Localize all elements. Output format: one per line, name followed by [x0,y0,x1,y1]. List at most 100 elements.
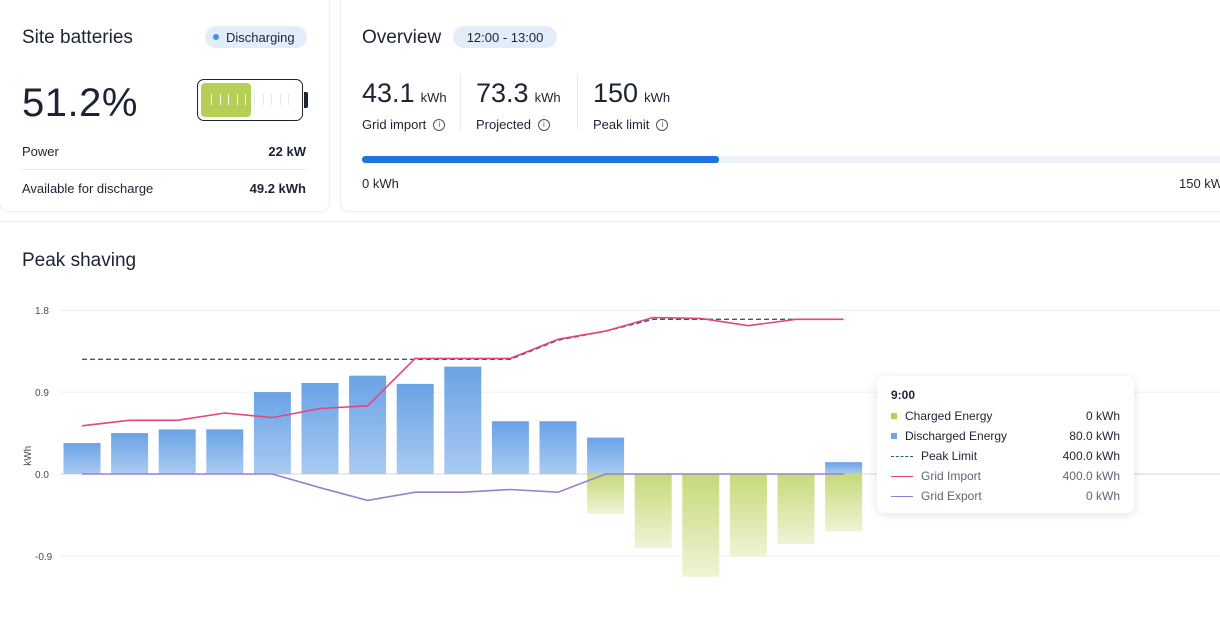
power-label: Power [22,144,59,159]
tooltip-label: Grid Export [921,489,982,503]
peak-limit-value: 150 [593,78,639,108]
discharged-energy-bar [111,433,149,474]
chart-tooltip: 9:00 Charged Energy 0 kWh Discharged Ene… [877,376,1134,513]
discharged-energy-bar [349,375,387,474]
battery-charge-fill [201,83,251,117]
tooltip-value: 80.0 kWh [1069,429,1120,443]
status-label: Discharging [226,29,295,45]
battery-icon [197,79,308,121]
grid-import-line [81,316,844,427]
tooltip-label: Charged Energy [905,409,993,423]
row-divider [22,169,306,170]
peak-limit-swatch [891,455,913,457]
tooltip-label: Peak Limit [921,449,978,463]
grid-import-label: Grid import [362,117,427,132]
info-icon[interactable]: i [537,118,550,131]
grid-import-unit: kWh [420,90,447,105]
battery-level-tick [228,94,230,105]
battery-level-tick [211,94,212,105]
state-of-charge-value: 51.2% [22,81,138,125]
status-dot-icon [213,34,219,40]
discharged-energy-bar [587,437,625,474]
discharged-energy-bar [253,392,291,474]
battery-level-tick [288,94,290,105]
available-discharge-label: Available for discharge [22,181,154,196]
battery-terminal [304,92,308,108]
battery-level-tick [219,94,221,105]
tooltip-value: 400.0 kWh [1062,469,1120,483]
tooltip-value: 0 kWh [1085,409,1120,423]
y-tick-label: 0.9 [35,388,49,399]
peak-shaving-title: Peak shaving [22,250,137,271]
info-icon[interactable]: i [433,118,446,131]
peak-limit-metric: 150 kWh Peak limit i [593,78,670,132]
projected-value: 73.3 [476,78,529,108]
grid-import-progress-bar [362,156,1220,163]
grid-import-metric: 43.1 kWh Grid import i [362,78,447,132]
projected-metric: 73.3 kWh Projected i [476,78,561,132]
tooltip-value: 400.0 kWh [1062,449,1120,463]
time-range-badge: 12:00 - 13:00 [453,26,557,48]
y-tick-label: -0.9 [35,552,53,563]
y-axis-label: kWh [23,446,34,466]
tooltip-row: Grid Export 0 kWh [891,488,1120,504]
metric-separator [460,74,461,130]
grid-export-line [82,473,844,502]
charged-energy-bar [729,474,767,557]
available-discharge-row: Available for discharge 49.2 kWh [22,181,306,196]
discharged-energy-bar [539,421,577,474]
tooltip-label: Discharged Energy [905,429,1008,443]
discharged-energy-bar [206,429,244,474]
discharged-energy-bar [491,421,529,474]
discharged-energy-bar [63,443,101,474]
power-row: Power 22 kW [22,144,306,159]
discharged-energy-bar [396,383,434,474]
battery-level-tick [262,94,264,105]
tooltip-label: Grid Import [921,469,982,483]
y-tick-label: 0.0 [35,470,49,481]
charged-energy-bar [825,474,863,532]
discharged-energy-bar [825,462,863,474]
tooltip-row: Discharged Energy 80.0 kWh [891,428,1120,444]
tooltip-title: 9:00 [891,388,916,402]
peak-limit-line [82,318,844,360]
available-discharge-value: 49.2 kWh [249,181,306,196]
peak-shaving-chart: 1.8 0.9 0.0 -0.9 kWh [23,306,1220,577]
battery-level-tick [245,94,247,105]
info-icon[interactable]: i [656,118,669,131]
charged-energy-bar [777,474,815,545]
battery-level-tick [254,94,255,105]
battery-level-tick [236,94,238,105]
peak-limit-label: Peak limit [593,117,650,132]
site-batteries-title: Site batteries [22,27,133,48]
tooltip-row: Grid Import 400.0 kWh [891,468,1120,484]
power-value: 22 kW [268,144,306,159]
tooltip-row: Charged Energy 0 kWh [891,408,1120,424]
peak-limit-unit: kWh [644,90,671,105]
y-tick-label: 1.8 [35,306,49,317]
projected-unit: kWh [534,90,561,105]
charged-energy-bar [634,474,672,548]
charged-energy-bar [587,474,625,515]
discharged-energy-bar [301,383,339,474]
charged-energy-bar [682,474,720,577]
discharged-energy-bar [158,429,196,474]
progress-min-label: 0 kWh [362,176,399,191]
grid-import-swatch [891,475,913,477]
overview-title: Overview [362,27,442,48]
discharged-energy-bar [444,366,482,474]
metric-separator [577,74,578,130]
section-divider [0,221,1220,222]
time-range-label: 12:00 - 13:00 [466,29,544,45]
battery-level-tick [271,94,273,105]
tooltip-value: 0 kWh [1085,489,1120,503]
projected-label: Projected [476,117,531,132]
progress-fill [362,156,719,163]
grid-import-value: 43.1 [362,78,415,108]
battery-level-tick [279,94,281,105]
status-badge: Discharging [205,26,307,48]
tooltip-row: Peak Limit 400.0 kWh [891,448,1120,464]
grid-export-swatch [891,495,913,497]
charged-energy-swatch [891,413,897,419]
progress-max-label: 150 kWh [1179,176,1220,191]
